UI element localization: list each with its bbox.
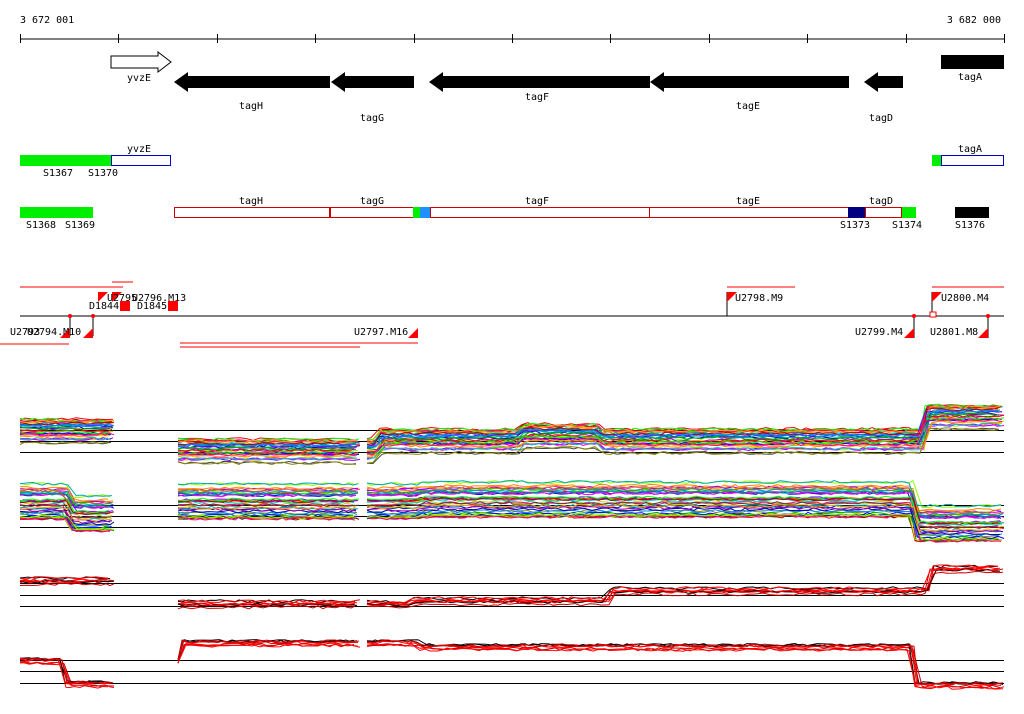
segment-green-4[interactable] — [413, 207, 420, 218]
probe-dot-4 — [91, 314, 95, 318]
segment-cyan-1[interactable] — [420, 207, 430, 218]
gene-arrow-tagf[interactable] — [429, 72, 650, 92]
gene-label-tagf: tagF — [525, 92, 549, 103]
segment-green-2[interactable] — [932, 155, 941, 166]
gene-arrow-tage[interactable] — [650, 72, 849, 92]
probe-label-u2793[interactable]: U2793 — [10, 327, 40, 338]
probe-block-d1844[interactable] — [120, 301, 130, 311]
segment-outline-tagd[interactable] — [865, 207, 902, 218]
probe-label-u2794[interactable]: U2794.M10 — [27, 327, 81, 338]
gene-arrow-yvze[interactable] — [110, 50, 172, 74]
probe-dot-1 — [912, 314, 916, 318]
gene-label-tagh: tagH — [239, 101, 263, 112]
segment-outline-tage[interactable] — [649, 207, 849, 218]
probe-label-u2799[interactable]: U2799.M4 — [855, 327, 903, 338]
segment-label-tagh: tagH — [239, 196, 263, 207]
segment-green-3[interactable] — [20, 207, 93, 218]
segment-label-s1373: S1373 — [840, 220, 870, 231]
segment-outline-taga[interactable] — [941, 155, 1004, 166]
gene-label-tagg: tagG — [360, 113, 384, 124]
segment-label-tage: tagE — [736, 196, 760, 207]
segment-outline-tagg[interactable] — [330, 207, 414, 218]
expression-panel-3 — [19, 564, 1004, 610]
gene-arrow-tagg[interactable] — [331, 72, 414, 92]
segment-label-s1370: S1370 — [88, 168, 118, 179]
gene-block-taga[interactable] — [941, 55, 1004, 69]
ruler-end-label: 3 682 000 — [947, 15, 1001, 26]
probe-label-u2797[interactable]: U2797.M16 — [354, 327, 408, 338]
segment-label-tagg: tagG — [360, 196, 384, 207]
gene-track: yvzE tagH tagG tagF tagE tagD tagA — [110, 50, 1004, 124]
expression-panel-2 — [19, 479, 1005, 543]
probe-dot-2 — [986, 314, 990, 318]
probe-block-d1845[interactable] — [168, 301, 178, 311]
segment-outline-tagh[interactable] — [174, 207, 330, 218]
probe-track: U2795 U2796.M13 D1844 D1845 U2793 U2794.… — [0, 281, 1004, 348]
gene-label-tagd: tagD — [869, 113, 893, 124]
gene-label-tage: tagE — [736, 101, 760, 112]
probe-dot-3 — [68, 314, 72, 318]
segment-label-s1376: S1376 — [955, 220, 985, 231]
segment-navy-1[interactable] — [848, 207, 865, 218]
segment-label-yvze: yvzE — [127, 144, 151, 155]
probe-label-u2795[interactable]: U2795 — [107, 293, 137, 304]
probe-label-u2800[interactable]: U2800.M4 — [941, 293, 989, 304]
segment-label-s1369: S1369 — [65, 220, 95, 231]
segment-green-5[interactable] — [902, 207, 916, 218]
segment-label-s1368: S1368 — [26, 220, 56, 231]
segment-label-s1367: S1367 — [43, 168, 73, 179]
expression-panel-4 — [19, 639, 1005, 690]
segment-label-s1374: S1374 — [892, 220, 922, 231]
segment-outline-yvze[interactable] — [111, 155, 171, 166]
gene-arrow-tagh[interactable] — [174, 72, 330, 92]
gene-label-yvze: yvzE — [127, 73, 151, 84]
probe-label-d1845[interactable]: D1845 — [137, 301, 167, 312]
segment-label-taga: tagA — [958, 144, 982, 155]
segment-outline-tagf[interactable] — [430, 207, 650, 218]
coordinate-ruler: 3 672 001 3 682 000 — [20, 15, 1005, 43]
ruler-start-label: 3 672 001 — [20, 15, 74, 26]
expression-panel-1 — [19, 403, 1005, 466]
probe-label-u2796[interactable]: U2796.M13 — [132, 293, 186, 304]
segment-green-1[interactable] — [20, 155, 111, 166]
expression-panels — [19, 403, 1005, 690]
gene-arrow-tagd[interactable] — [864, 72, 903, 92]
segment-track-1: yvzE S1367 S1370 tagA — [20, 144, 1004, 179]
segment-label-tagf: tagF — [525, 196, 549, 207]
gene-label-taga: tagA — [958, 72, 982, 83]
segment-label-tagd: tagD — [869, 196, 893, 207]
probe-open-box — [929, 311, 937, 318]
probe-label-u2798[interactable]: U2798.M9 — [735, 293, 783, 304]
probe-label-u2801[interactable]: U2801.M8 — [930, 327, 978, 338]
segment-black-1[interactable] — [955, 207, 989, 218]
segment-track-2: S1368 S1369 tagH tagG tagF tagE tagD S13… — [20, 196, 989, 231]
probe-label-d1844[interactable]: D1844 — [89, 301, 119, 312]
